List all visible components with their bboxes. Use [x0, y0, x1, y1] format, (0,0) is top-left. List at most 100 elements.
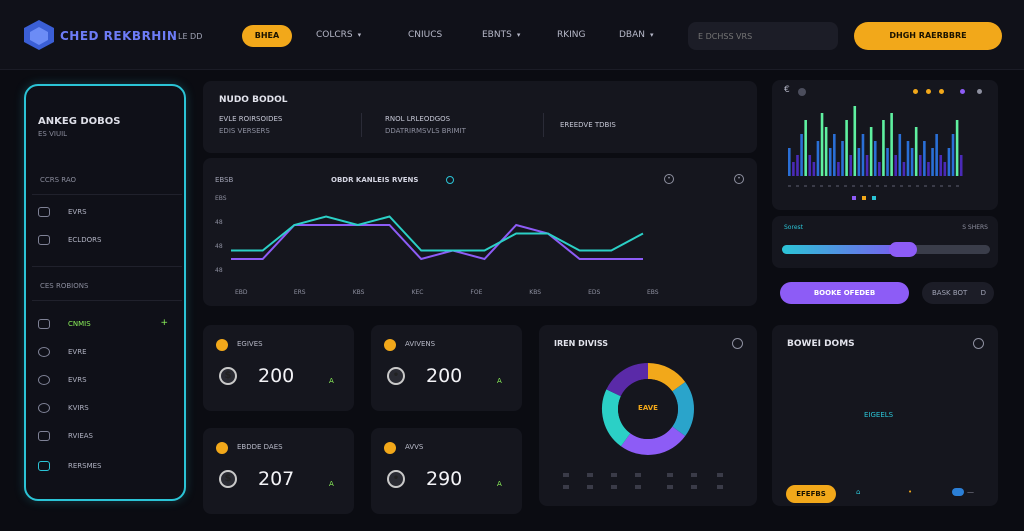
legend-marker: [717, 473, 723, 477]
donut-hole: [618, 379, 678, 439]
stat-label: AVIVENS: [405, 340, 436, 348]
spark-bar: [792, 162, 795, 176]
trend-up-icon: A: [497, 480, 502, 488]
spark-bar: [886, 148, 889, 176]
nav-item-ebnts[interactable]: EBNTS ▾: [482, 30, 520, 40]
stat-card[interactable]: AVVS • 290 A: [371, 428, 522, 514]
euro-icon[interactable]: €: [784, 85, 790, 95]
legend-marker: [563, 473, 569, 477]
spark-bar: [902, 162, 906, 176]
plus-icon[interactable]: +: [160, 318, 168, 328]
sidebar-item[interactable]: ECLDORS: [38, 232, 178, 250]
stat-card[interactable]: EGIVES $ 200 A: [203, 325, 354, 411]
legend-marker: [667, 485, 673, 489]
axis-tick: [940, 185, 943, 187]
x-tick-label: ERS: [294, 289, 306, 296]
folder-icon: [38, 207, 50, 217]
axis-tick: [932, 185, 935, 187]
spark-bar: [890, 113, 893, 176]
legend-marker: [667, 473, 673, 477]
nav-item-colcrs[interactable]: COLCRS ▾: [316, 30, 361, 40]
axis-tick: [828, 185, 831, 187]
spark-bar: [788, 148, 791, 176]
nav-label: DBAN: [619, 30, 645, 40]
spark-bar: [947, 148, 951, 176]
nav-item-cniucs[interactable]: CNIUCS: [408, 30, 442, 40]
stat-card[interactable]: AVIVENS • 200 A: [371, 325, 522, 411]
gear-icon[interactable]: [732, 338, 743, 349]
cta-button[interactable]: DHGH RAERBBRE: [854, 22, 1002, 50]
divider: [32, 194, 182, 195]
axis-tick: [924, 185, 927, 187]
series-line: [231, 215, 644, 252]
spark-bar: [882, 120, 885, 176]
more-icon[interactable]: •: [734, 174, 744, 184]
summary-title: NUDO BODOL: [219, 95, 288, 105]
sidebar-item-label: RERSMES: [68, 462, 102, 470]
axis-tick: [876, 185, 879, 187]
sidebar-item[interactable]: EVRS: [38, 204, 178, 222]
primary-button[interactable]: BOOKE OFEDEB: [780, 282, 909, 304]
chevron-down-icon: ▾: [650, 31, 654, 39]
toggle[interactable]: —: [952, 487, 980, 497]
sidebar-title: ANKEG DOBOS: [38, 116, 121, 127]
logo-icon[interactable]: [20, 18, 58, 52]
axis-tick: [804, 185, 807, 187]
spark-bar: [837, 162, 840, 176]
bottom-card-label: EIGEELS: [864, 411, 894, 419]
sidebar-item[interactable]: RERSMES: [38, 458, 178, 476]
legend-dot: [926, 89, 931, 94]
stat-card[interactable]: EBDDE DAES $ 207 A: [203, 428, 354, 514]
axis-tick: [812, 185, 815, 187]
bottom-card: BOWEI DOMS EIGEELS EFEFBS ⌂ • —: [772, 325, 998, 506]
nav-item-active[interactable]: BHEA: [242, 25, 292, 47]
settings-icon[interactable]: •: [664, 174, 674, 184]
spark-bar: [853, 106, 857, 176]
spark-bar: [804, 120, 807, 176]
slider-handle[interactable]: [888, 242, 917, 257]
nav-label: RKING: [557, 30, 586, 40]
stat-label: EBDDE DAES: [237, 443, 283, 451]
sidebar-item[interactable]: KVIRS: [38, 400, 178, 418]
axis-tick: [852, 185, 855, 187]
donut-center-label: EAVE: [638, 404, 658, 412]
slider-fill: [782, 245, 903, 254]
spark-bar-chart: [788, 106, 963, 200]
sidebar-item[interactable]: EVRS: [38, 372, 178, 390]
axis-tick: [916, 185, 919, 187]
axis-tick: [948, 185, 951, 187]
brand-name[interactable]: CHED REKBRHIN: [60, 29, 178, 43]
axis-tick: [884, 185, 887, 187]
status-dot: [216, 339, 228, 351]
slider-value-label: S SHERS: [962, 224, 988, 231]
nav-item-dban[interactable]: DBAN ▾: [619, 30, 654, 40]
spark-bar: [931, 148, 934, 176]
sidebar-item-active[interactable]: CNMIS +: [38, 316, 178, 334]
spark-bar: [959, 155, 963, 176]
axis-tick: [836, 185, 839, 187]
slider-track[interactable]: [782, 242, 990, 257]
spark-bar: [943, 162, 947, 176]
search-input[interactable]: [688, 22, 838, 50]
info-icon[interactable]: [446, 176, 454, 184]
status-dot: [384, 442, 396, 454]
trend-up-icon: A: [497, 377, 502, 385]
gear-icon[interactable]: [973, 338, 984, 349]
brand-badge: LE DD: [178, 32, 203, 41]
slider-card: Sorest S SHERS: [772, 216, 998, 268]
legend-marker: [587, 485, 593, 489]
sidebar-subtitle: ES VIUIL: [38, 130, 68, 138]
sidebar-item-label: CNMIS: [68, 320, 91, 328]
sparkbar-card: €: [772, 80, 998, 210]
tag-pill[interactable]: EFEFBS: [786, 485, 836, 503]
nav-item-rking[interactable]: RKING: [557, 30, 586, 40]
circle-icon: [798, 88, 806, 96]
sidebar-item[interactable]: EVRE: [38, 344, 178, 362]
home-icon[interactable]: ⌂: [856, 488, 861, 496]
nav-label: EBNTS: [482, 30, 512, 40]
coin-icon: •: [387, 367, 405, 385]
sidebar-item[interactable]: RVIEAS: [38, 428, 178, 446]
secondary-button[interactable]: BASK BOT D: [922, 282, 994, 304]
axis-tick: [956, 185, 959, 187]
stat-value: 290: [426, 468, 463, 490]
